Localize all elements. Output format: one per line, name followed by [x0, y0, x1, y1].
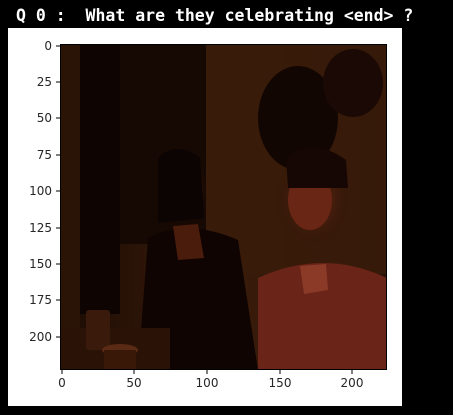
figure-panel: 0 25 50 75 100 125 150 175 200 0 50 100 …: [8, 28, 402, 406]
question-title: Q 0 : What are they celebrating <end> ?: [16, 6, 414, 25]
y-tick-100: 100: [29, 184, 60, 198]
y-tick-label: 75: [37, 148, 52, 162]
y-tick-25: 25: [37, 75, 60, 89]
y-tick-label: 175: [29, 293, 52, 307]
y-tick-50: 50: [37, 111, 60, 125]
y-tick-label: 25: [37, 75, 52, 89]
y-tick-label: 0: [44, 39, 52, 53]
y-tick-label: 100: [29, 184, 52, 198]
x-tick-label: 200: [341, 376, 364, 390]
x-tick-label: 150: [269, 376, 292, 390]
y-tick-150: 150: [29, 257, 60, 271]
y-tick-label: 125: [29, 221, 52, 235]
y-tick-label: 50: [37, 111, 52, 125]
x-tick-0: 0: [58, 370, 66, 390]
x-tick-50: 50: [126, 370, 142, 390]
x-tick-label: 0: [58, 376, 66, 390]
y-axis: 0 25 50 75 100 125 150 175 200: [29, 39, 60, 344]
y-tick-label: 150: [29, 257, 52, 271]
x-tick-label: 50: [126, 376, 141, 390]
plot-svg: 0 25 50 75 100 125 150 175 200 0 50 100 …: [29, 39, 387, 390]
y-tick-label: 200: [29, 330, 52, 344]
x-tick-label: 100: [196, 376, 219, 390]
x-axis: 0 50 100 150 200: [58, 370, 363, 390]
y-tick-200: 200: [29, 330, 60, 344]
y-tick-0: 0: [44, 39, 60, 53]
y-tick-175: 175: [29, 293, 60, 307]
y-tick-75: 75: [37, 148, 60, 162]
plot-frame: [60, 44, 387, 370]
x-tick-100: 100: [196, 370, 219, 390]
photo-image: [60, 44, 387, 370]
y-tick-125: 125: [29, 221, 60, 235]
x-tick-150: 150: [269, 370, 292, 390]
x-tick-200: 200: [341, 370, 364, 390]
